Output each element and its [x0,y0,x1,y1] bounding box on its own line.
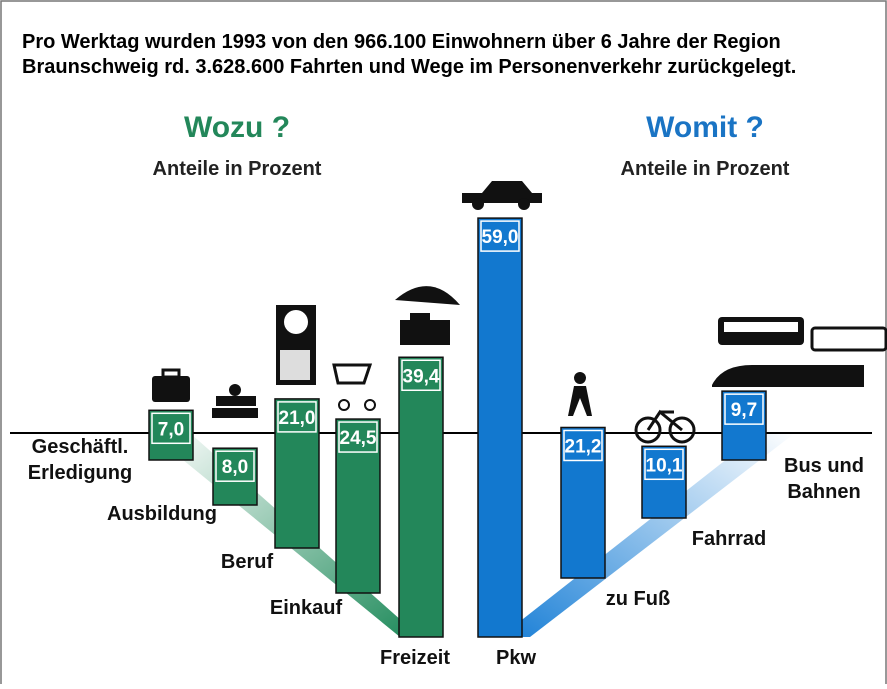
category-label: Bus und [784,455,864,477]
value-label: 8,0 [222,457,248,478]
category-label: Erledigung [28,462,132,484]
value-box [644,448,684,481]
bar [641,445,687,519]
bar [274,398,320,549]
category-label: zu Fuß [606,588,670,610]
group-subtitle: Anteile in Prozent [153,158,322,180]
value-box [563,429,603,462]
shadow [500,433,795,637]
category-label: Ausbildung [107,503,217,525]
bar [335,418,381,594]
bar [560,426,606,579]
value-box [338,421,378,453]
category-label: Pkw [496,647,536,669]
group-subtitle: Anteile in Prozent [621,158,790,180]
category-label: Einkauf [270,597,343,619]
value-box [151,412,191,445]
group-title: Womit ? [646,111,764,144]
header-line: Pro Werktag wurden 1993 von den 966.100 … [22,31,781,53]
category-label: Bahnen [787,481,860,503]
bar [148,409,194,461]
value-box [480,220,520,252]
value-label: 10,1 [646,455,683,476]
bar [212,447,258,506]
icons [152,181,887,444]
value-label: 24,5 [340,428,377,449]
value-box [215,450,255,482]
value-box [401,359,441,392]
category-label: Fahrrad [692,528,766,550]
category-label: Freizeit [380,647,450,669]
bar [721,390,767,461]
header-line: Braunschweig rd. 3.628.600 Fahrten und W… [22,56,796,78]
group-title: Wozu ? [184,111,290,144]
bar [398,356,444,638]
value-label: 7,0 [158,419,184,440]
value-label: 59,0 [482,227,519,248]
value-label: 39,4 [403,366,440,387]
value-box [277,401,317,433]
value-box [724,393,764,425]
value-label: 9,7 [731,400,757,421]
value-label: 21,0 [279,408,316,429]
value-label: 21,2 [565,436,602,457]
category-label: Geschäftl. [32,436,129,458]
bar [477,217,523,638]
category-label: Beruf [221,551,274,573]
